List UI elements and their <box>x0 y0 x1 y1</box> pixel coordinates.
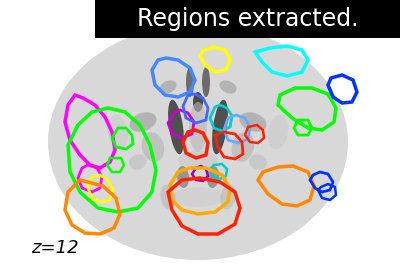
Ellipse shape <box>168 100 184 154</box>
Ellipse shape <box>189 102 207 152</box>
Ellipse shape <box>186 67 194 97</box>
Text: Regions extracted.: Regions extracted. <box>137 7 358 31</box>
Ellipse shape <box>108 115 128 149</box>
Ellipse shape <box>207 166 219 188</box>
Ellipse shape <box>160 185 176 209</box>
Ellipse shape <box>268 115 288 149</box>
Text: z=12: z=12 <box>31 239 79 257</box>
Bar <box>95 0 400 38</box>
Ellipse shape <box>177 166 189 188</box>
Ellipse shape <box>142 132 164 162</box>
Ellipse shape <box>160 80 176 94</box>
Ellipse shape <box>130 112 156 132</box>
Ellipse shape <box>220 80 236 94</box>
Ellipse shape <box>232 132 254 162</box>
Ellipse shape <box>202 67 210 97</box>
Ellipse shape <box>178 151 218 169</box>
Ellipse shape <box>212 100 228 154</box>
Ellipse shape <box>249 154 267 170</box>
Ellipse shape <box>48 24 348 260</box>
Ellipse shape <box>193 92 203 112</box>
Ellipse shape <box>129 154 147 170</box>
Ellipse shape <box>240 112 266 132</box>
Ellipse shape <box>173 187 223 207</box>
Ellipse shape <box>220 185 236 209</box>
